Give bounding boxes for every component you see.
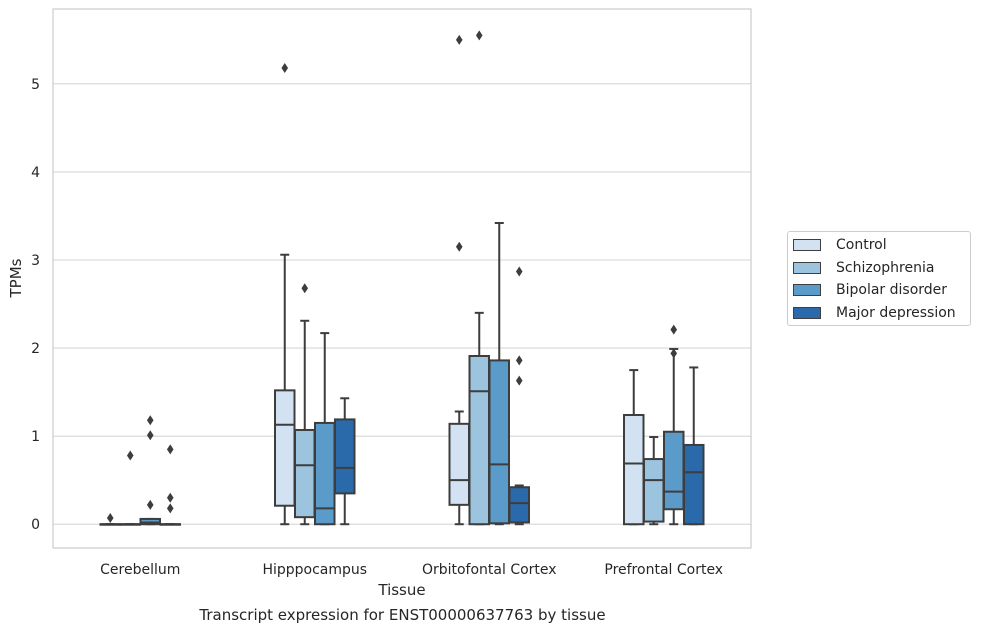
figure-caption: Transcript expression for ENST0000063776… xyxy=(199,606,606,624)
outlier-point xyxy=(515,355,523,366)
box-iqr xyxy=(643,458,665,523)
x-tick-label: Prefrontal Cortex xyxy=(604,562,723,578)
box-group xyxy=(334,397,356,526)
outlier-point xyxy=(126,450,134,461)
outlier-point xyxy=(455,241,463,252)
outlier-point xyxy=(515,266,523,277)
legend-swatch-control xyxy=(793,239,821,251)
x-tick-label: Orbitofontal Cortex xyxy=(422,562,557,578)
legend-label-control: Control xyxy=(836,237,887,253)
box-iqr xyxy=(448,422,470,506)
y-tick-label: 5 xyxy=(31,77,40,93)
box-iqr xyxy=(488,359,510,525)
legend-item-bipolar: Bipolar disorder xyxy=(793,280,947,300)
x-tick-label: Cerebellum xyxy=(100,562,180,578)
box-group xyxy=(159,444,181,526)
legend: Control Schizophrenia Bipolar disorder M… xyxy=(787,231,971,326)
outlier-point xyxy=(106,513,114,524)
outlier-point xyxy=(146,415,154,426)
y-axis-label: TPMs xyxy=(7,258,25,298)
box-iqr xyxy=(683,443,705,526)
outlier-point xyxy=(146,430,154,441)
box-iqr xyxy=(508,486,530,524)
box-group xyxy=(623,369,645,526)
legend-label-depression: Major depression xyxy=(836,305,956,321)
box-group xyxy=(99,513,121,526)
box-group xyxy=(448,34,470,526)
y-tick-label: 2 xyxy=(31,341,40,357)
box-iqr xyxy=(663,430,685,511)
outlier-point xyxy=(515,375,523,386)
box-iqr xyxy=(274,389,296,507)
outlier-point xyxy=(670,324,678,335)
box-group xyxy=(663,324,685,526)
box-group xyxy=(139,415,161,526)
box-group xyxy=(314,332,336,526)
outlier-point xyxy=(475,30,483,41)
outlier-point xyxy=(166,503,174,514)
box-iqr xyxy=(334,418,356,495)
box-group xyxy=(294,283,316,526)
outlier-point xyxy=(146,499,154,510)
y-tick-labels: 0 1 2 3 4 5 xyxy=(31,77,40,533)
box-groups xyxy=(99,30,705,526)
outlier-point xyxy=(670,348,678,359)
box-group xyxy=(683,366,705,526)
legend-item-depression: Major depression xyxy=(793,303,956,323)
legend-swatch-depression xyxy=(793,307,821,319)
box-group xyxy=(488,222,510,526)
x-tick-label: Hipppocampus xyxy=(262,562,367,578)
plot-frame xyxy=(52,8,752,549)
x-tick-labels: Cerebellum Hipppocampus Orbitofontal Corte… xyxy=(100,562,723,578)
box-iqr xyxy=(623,414,645,526)
legend-swatch-bipolar xyxy=(793,284,821,296)
legend-label-schizophrenia: Schizophrenia xyxy=(836,260,935,276)
outlier-point xyxy=(281,63,289,74)
y-tick-label: 0 xyxy=(31,517,40,533)
outlier-point xyxy=(166,492,174,503)
y-tick-label: 3 xyxy=(31,253,40,269)
x-axis-label: Tissue xyxy=(377,581,425,599)
box-iqr xyxy=(294,428,316,519)
outlier-point xyxy=(301,283,309,294)
legend-item-schizophrenia: Schizophrenia xyxy=(793,258,934,278)
y-tick-label: 4 xyxy=(31,165,40,181)
box-group xyxy=(643,436,665,526)
box-group xyxy=(508,266,530,526)
outlier-point xyxy=(166,444,174,455)
legend-swatch-schizophrenia xyxy=(793,262,821,274)
box-iqr xyxy=(468,355,490,526)
box-group xyxy=(119,450,141,526)
outlier-point xyxy=(455,34,463,45)
legend-label-bipolar: Bipolar disorder xyxy=(836,282,948,298)
y-tick-label: 1 xyxy=(31,429,40,445)
legend-item-control: Control xyxy=(793,235,887,255)
box-group xyxy=(274,63,296,526)
box-group xyxy=(468,30,490,526)
